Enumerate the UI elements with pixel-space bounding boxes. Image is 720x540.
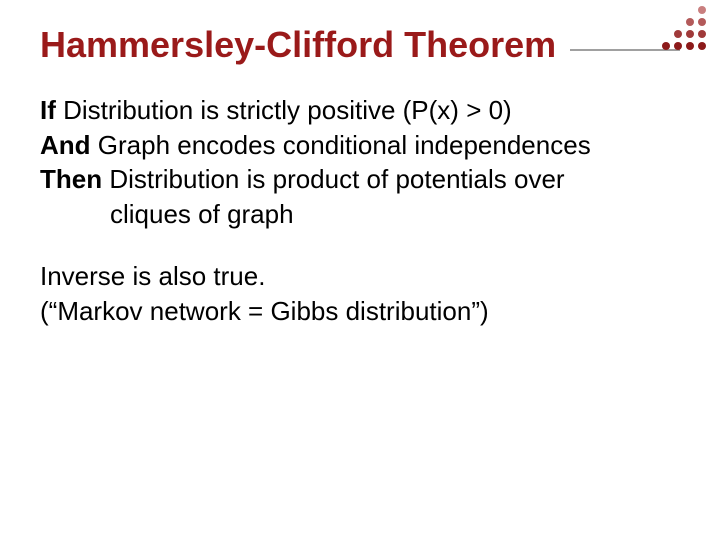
dot-icon bbox=[698, 18, 706, 26]
dot-icon bbox=[662, 18, 670, 26]
line-1: If Distribution is strictly positive (P(… bbox=[40, 94, 680, 127]
dot-icon bbox=[698, 42, 706, 50]
line-2-rest: Graph encodes conditional independences bbox=[91, 130, 591, 160]
line-1-rest: Distribution is strictly positive (P(x) … bbox=[56, 95, 512, 125]
dot-icon bbox=[662, 30, 670, 38]
dot-icon bbox=[674, 6, 682, 14]
dot-icon bbox=[698, 6, 706, 14]
line-2: And Graph encodes conditional independen… bbox=[40, 129, 680, 162]
line-6: (“Markov network = Gibbs distribution”) bbox=[40, 295, 680, 328]
slide: Hammersley-Clifford Theorem If Distribut… bbox=[0, 0, 720, 540]
line-3-rest: Distribution is product of potentials ov… bbox=[102, 164, 564, 194]
dot-icon bbox=[686, 18, 694, 26]
line-3: Then Distribution is product of potentia… bbox=[40, 163, 680, 196]
and-keyword: And bbox=[40, 130, 91, 160]
dot-icon bbox=[674, 42, 682, 50]
paragraph-gap bbox=[40, 232, 680, 260]
body-text: If Distribution is strictly positive (P(… bbox=[40, 94, 680, 327]
then-keyword: Then bbox=[40, 164, 102, 194]
slide-title: Hammersley-Clifford Theorem bbox=[40, 24, 556, 66]
dot-icon bbox=[662, 6, 670, 14]
corner-dots-icon bbox=[662, 6, 708, 52]
dot-icon bbox=[686, 30, 694, 38]
if-keyword: If bbox=[40, 95, 56, 125]
dot-icon bbox=[674, 18, 682, 26]
dot-icon bbox=[662, 42, 670, 50]
dot-icon bbox=[698, 30, 706, 38]
line-5: Inverse is also true. bbox=[40, 260, 680, 293]
dot-icon bbox=[686, 42, 694, 50]
line-4: cliques of graph bbox=[40, 198, 680, 231]
title-row: Hammersley-Clifford Theorem bbox=[40, 24, 680, 66]
dot-icon bbox=[674, 30, 682, 38]
dot-icon bbox=[686, 6, 694, 14]
